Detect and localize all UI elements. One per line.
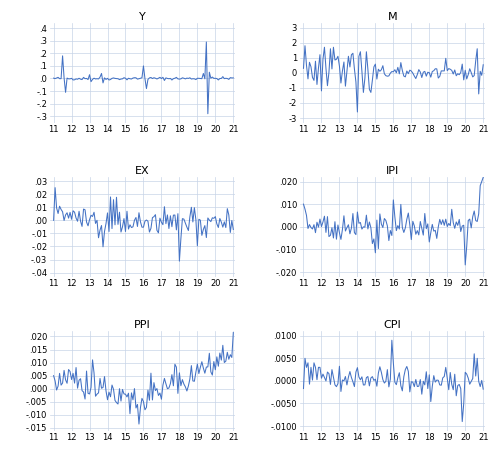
Title: IPI: IPI — [386, 166, 399, 176]
Title: EX: EX — [135, 166, 150, 176]
Title: PPI: PPI — [134, 320, 151, 331]
Title: Y: Y — [139, 13, 146, 22]
Title: CPI: CPI — [384, 320, 402, 331]
Title: M: M — [388, 13, 398, 22]
